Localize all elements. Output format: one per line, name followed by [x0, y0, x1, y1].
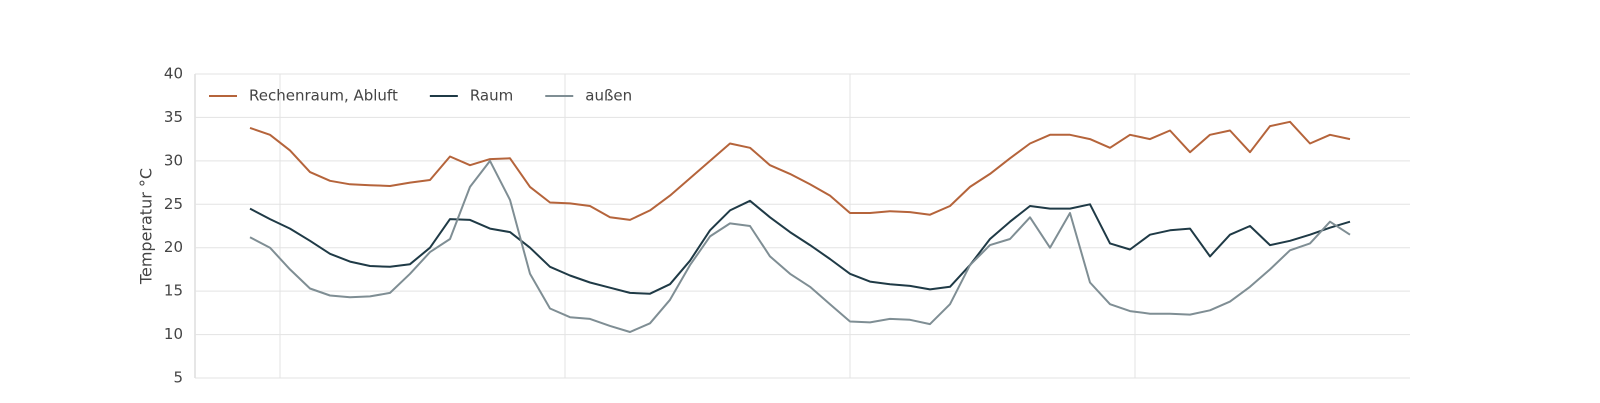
y-tick-label: 10 [164, 325, 183, 343]
line [249, 120, 1351, 221]
y-axis-label: Temperatur °C [137, 168, 156, 285]
line [249, 199, 1351, 295]
legend-label: Raum [470, 87, 513, 105]
legend-label: außen [585, 87, 632, 105]
y-tick-label: 40 [164, 65, 183, 83]
y-tick-label: 20 [164, 238, 183, 256]
line [249, 159, 1351, 333]
legend-label: Rechenraum, Abluft [249, 87, 398, 105]
y-tick-label: 25 [164, 195, 183, 213]
y-tick-label: 35 [164, 108, 183, 126]
y-tick-label: 15 [164, 282, 183, 300]
y-tick-label: 5 [173, 369, 183, 387]
y-tick-label: 30 [164, 151, 183, 169]
